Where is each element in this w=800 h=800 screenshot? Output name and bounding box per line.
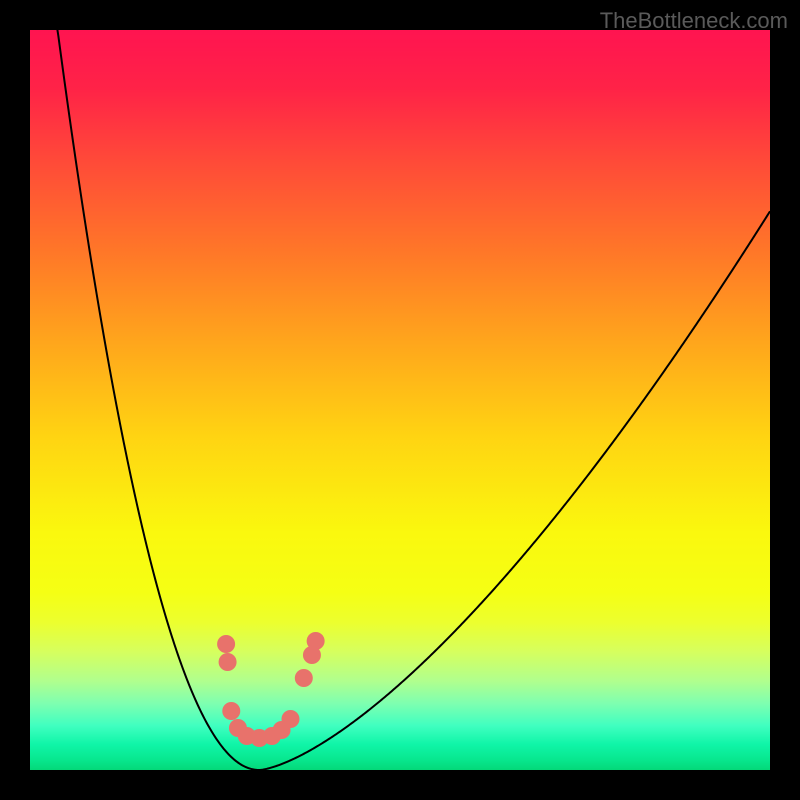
bottleneck-chart: TheBottleneck.com [0, 0, 800, 800]
curve-marker [281, 710, 299, 728]
chart-svg [0, 0, 800, 800]
gradient-background [30, 30, 770, 770]
curve-marker [219, 653, 237, 671]
curve-marker [307, 632, 325, 650]
curve-marker [222, 702, 240, 720]
curve-marker [295, 669, 313, 687]
watermark-text: TheBottleneck.com [600, 8, 788, 34]
curve-marker [217, 635, 235, 653]
